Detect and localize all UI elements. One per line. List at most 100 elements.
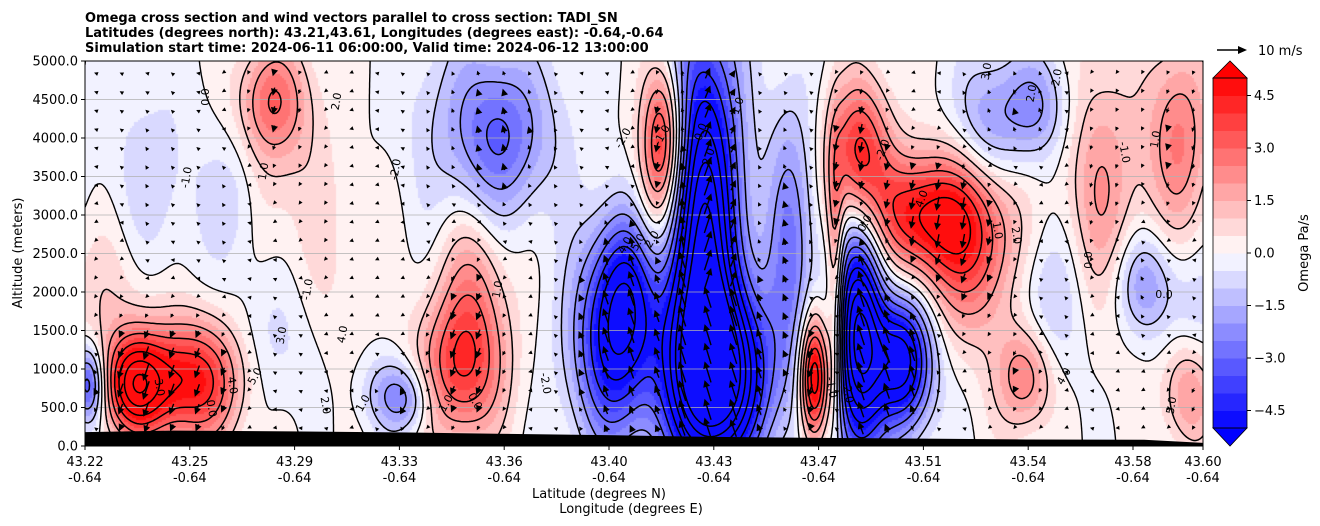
wind-vector — [1064, 71, 1069, 76]
wind-vector — [882, 343, 891, 363]
wind-vector — [783, 426, 788, 431]
wind-vector — [475, 144, 483, 152]
wind-vector — [246, 108, 251, 113]
wind-vector — [833, 107, 838, 114]
wind-vector — [196, 90, 201, 95]
contour-label: 0.0 — [199, 88, 212, 106]
wind-vector — [959, 197, 967, 211]
wind-vector — [655, 201, 660, 206]
wind-vector — [806, 365, 814, 379]
wind-vector — [834, 314, 839, 319]
wind-vector — [553, 146, 558, 151]
wind-vector — [477, 202, 482, 208]
wind-vector — [553, 221, 559, 227]
wind-vector — [196, 184, 201, 189]
wind-vector — [374, 256, 380, 261]
wind-vector — [703, 174, 713, 196]
wind-vector — [502, 240, 508, 245]
wind-vector — [703, 361, 712, 383]
wind-vector — [885, 238, 889, 244]
contour-label: 4.0 — [913, 188, 931, 209]
wind-vector — [1013, 146, 1018, 151]
wind-vector — [144, 313, 149, 318]
wind-vector — [168, 383, 175, 398]
contour-label: 5.0 — [1164, 396, 1180, 415]
wind-vector — [578, 275, 586, 284]
wind-vector — [604, 202, 609, 207]
wind-vector — [477, 237, 482, 243]
wind-vector — [1038, 200, 1044, 205]
wind-vector — [553, 296, 559, 301]
wind-vector — [222, 184, 226, 189]
wind-vector — [1166, 277, 1171, 282]
wind-vector — [654, 404, 661, 415]
wind-vector — [170, 313, 175, 318]
wind-vector — [1141, 107, 1145, 112]
x-tick-label-lon: -0.64 — [1116, 471, 1150, 486]
wind-vector — [909, 235, 916, 247]
wind-vector — [349, 107, 354, 112]
wind-vector — [1191, 126, 1196, 132]
wind-vector — [528, 294, 533, 298]
wind-vector — [119, 203, 125, 207]
wind-vector — [349, 69, 354, 74]
x-tick-label-lon: -0.64 — [592, 471, 626, 486]
wind-vector — [553, 184, 558, 189]
wind-vector — [728, 88, 736, 97]
wind-vector — [528, 202, 533, 208]
wind-vector — [936, 89, 941, 94]
wind-vector — [528, 369, 533, 374]
wind-vector — [783, 90, 788, 96]
wind-vector — [987, 292, 994, 301]
wind-vector — [1192, 315, 1197, 320]
wind-vector — [1064, 91, 1069, 95]
wind-vector — [857, 123, 865, 135]
wind-vector — [756, 311, 763, 321]
wind-vector — [1089, 163, 1094, 169]
x-tick-label-lat: 43.22 — [66, 455, 103, 470]
wind-vector — [400, 331, 405, 336]
wind-vector — [553, 352, 559, 357]
contour-label: 2.0 — [318, 396, 334, 415]
wind-vector — [627, 271, 635, 287]
wind-vector — [196, 165, 201, 170]
wind-vector — [450, 292, 458, 301]
wind-vector — [1089, 201, 1094, 207]
wind-vector — [1140, 294, 1145, 300]
wind-vector — [502, 294, 507, 299]
wind-vector — [170, 109, 176, 114]
wind-vector — [883, 309, 890, 323]
wind-vector — [729, 419, 738, 438]
wind-vector — [349, 294, 354, 298]
wind-vector — [1064, 181, 1069, 186]
colorbar-cell — [1213, 200, 1247, 219]
wind-vector — [782, 256, 789, 264]
wind-vector — [758, 146, 762, 151]
wind-vector — [221, 425, 226, 431]
wind-vector — [911, 107, 916, 111]
wind-vector — [962, 408, 967, 412]
wind-vector — [809, 202, 814, 208]
wind-vector — [400, 256, 405, 261]
contour-line — [85, 61, 1044, 446]
wind-vector — [221, 127, 226, 132]
wind-vector — [1013, 181, 1018, 186]
wind-vector — [833, 124, 840, 133]
wind-vector — [193, 384, 201, 397]
contour-label: 1.0 — [1148, 130, 1164, 149]
colorbar-tick-label: 0.0 — [1254, 247, 1275, 262]
wind-vector — [782, 349, 789, 358]
wind-vector — [1141, 69, 1145, 75]
wind-vector — [859, 201, 864, 207]
wind-vector — [962, 331, 967, 337]
wind-vector — [1013, 275, 1018, 280]
wind-vector — [962, 109, 967, 114]
colorbar-cell — [1213, 323, 1247, 341]
wind-vector — [1013, 312, 1018, 318]
wind-vector — [170, 165, 176, 170]
wind-vector — [834, 256, 839, 262]
wind-vector — [1165, 124, 1172, 133]
wind-vector — [630, 88, 635, 93]
wind-vector — [220, 404, 228, 413]
wind-vector — [856, 287, 865, 308]
